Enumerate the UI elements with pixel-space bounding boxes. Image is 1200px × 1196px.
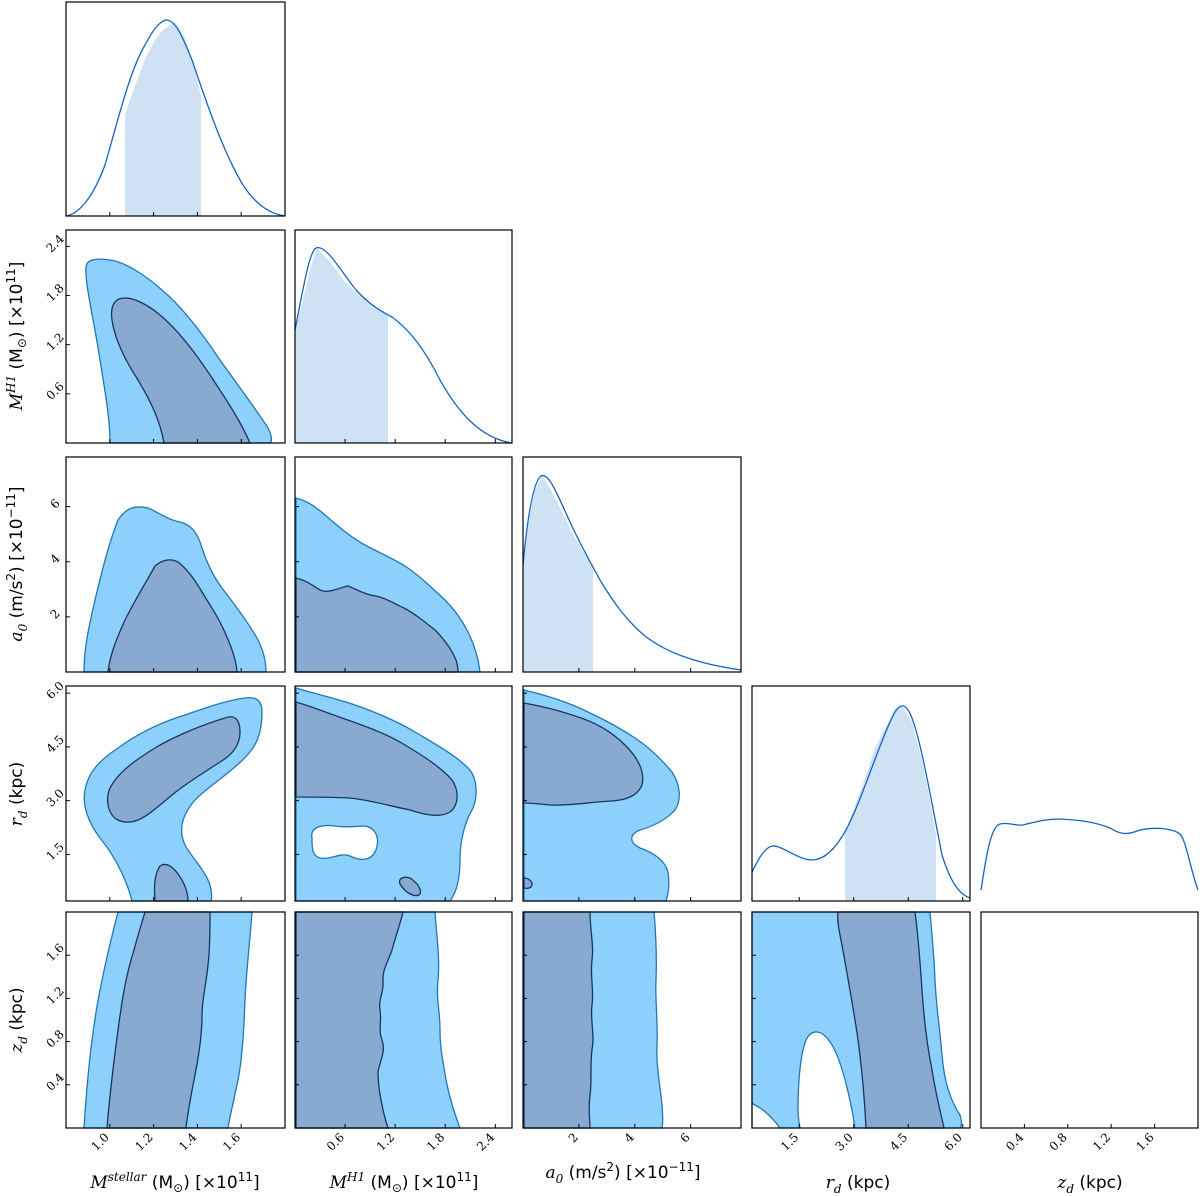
ytick-label-mh1: 1.8 <box>43 281 66 304</box>
contour-68b-rd-vs-a0 <box>523 877 533 890</box>
panel-frame-rd-rd <box>751 685 971 902</box>
panel-frame-a0-a0 <box>522 456 742 673</box>
panel-a0-vs-mh1 <box>295 497 481 673</box>
panel-zd-vs-mstellar <box>83 911 253 1129</box>
xlabel-a0: a0 (m/s2) [×10−11] <box>545 1160 700 1186</box>
contour-95-hole-rd-vs-mh1 <box>311 824 379 861</box>
contour-68b-rd-vs-mh1 <box>398 876 422 897</box>
marginal-mh1-interval <box>295 248 388 443</box>
ytick-label-rd: 6.0 <box>43 679 66 702</box>
ytick-label-rd: 4.5 <box>43 732 66 755</box>
marginal-mstellar <box>65 19 286 217</box>
xtick-label-mh1: 2.4 <box>474 1130 498 1154</box>
panel-frame-zd-mstellar <box>65 911 286 1129</box>
panel-zd-vs-mh1 <box>295 911 461 1129</box>
marginal-mstellar-curve <box>65 19 286 217</box>
ytick-label-mh1: 1.2 <box>43 330 66 353</box>
xtick-label-a0: 2 <box>566 1130 581 1145</box>
panel-frame-zd-a0 <box>522 911 742 1129</box>
contour-68-zd-vs-a0 <box>523 911 594 1129</box>
xtick-label-zd: 1.2 <box>1090 1130 1113 1153</box>
ytick-label-a0: 2 <box>48 606 63 621</box>
ytick-label-zd: 0.4 <box>43 1070 67 1094</box>
panel-frame-rd-a0 <box>522 685 742 902</box>
marginal-zd-curve <box>980 818 1199 891</box>
marginal-a0-interval <box>523 476 593 672</box>
panel-frame-zd-zd <box>980 911 1199 1129</box>
panel-frame-mh1-mstellar <box>65 229 286 444</box>
marginal-rd-curve <box>751 705 971 899</box>
ytick-label-a0: 4 <box>48 551 64 567</box>
panel-frame-zd-rd <box>751 911 971 1129</box>
panel-a0-vs-mstellar <box>83 506 267 673</box>
xlabel-zd: zd (kpc) <box>1056 1173 1122 1196</box>
xtick-label-rd: 3.0 <box>832 1130 855 1153</box>
xtick-label-mh1: 0.6 <box>324 1130 347 1153</box>
ylabel-zd: zd (kpc) <box>7 987 30 1053</box>
contour-68-a0-vs-mstellar <box>107 559 238 673</box>
xtick-label-a0: 4 <box>622 1130 638 1146</box>
xlabel-mh1: MH1 (M⊙) [×1011] <box>329 1170 479 1195</box>
xtick-label-mstellar: 1.2 <box>132 1130 155 1153</box>
ytick-label-zd: 1.6 <box>43 941 66 964</box>
marginal-mh1 <box>294 247 513 444</box>
axis-labels: Mstellar (M⊙) [×1011] MH1 (M⊙) [×1011] a… <box>4 262 1123 1196</box>
panel-zd-vs-rd <box>751 911 963 1129</box>
contour-68-rd-vs-a0 <box>523 702 644 806</box>
xtick-label-zd: 0.4 <box>1003 1130 1027 1154</box>
panel-frame-a0-mstellar <box>65 456 286 673</box>
ylabel-rd: rd (kpc) <box>7 762 30 826</box>
marginal-rd-interval <box>845 706 936 901</box>
xlabel-rd: rd (kpc) <box>826 1173 890 1196</box>
panel-mh1-vs-mstellar <box>85 258 272 444</box>
ylabel-mh1: MH1 (M⊙) [×1011] <box>4 262 29 412</box>
panel-frame-rd-mh1 <box>294 685 513 902</box>
panel-frame-mh1-mh1 <box>294 229 513 444</box>
xtick-label-rd: 6.0 <box>941 1130 964 1153</box>
contour-68b-rd-vs-mstellar <box>153 863 189 902</box>
xtick-label-zd: 1.6 <box>1133 1130 1156 1153</box>
panel-frame-a0-mh1 <box>294 456 513 673</box>
xlabel-mstellar: Mstellar (M⊙) [×1011] <box>89 1170 259 1195</box>
ytick-label-rd: 1.5 <box>43 840 66 863</box>
panel-zd-vs-a0 <box>523 911 664 1129</box>
panel-frame-zd-mh1 <box>294 911 513 1129</box>
ytick-label-rd: 3.0 <box>43 786 66 809</box>
ytick-label-a0: 6 <box>48 496 63 511</box>
panel-rd-vs-mh1 <box>295 687 477 902</box>
marginal-rd <box>751 705 971 901</box>
contour-68-rd-vs-mh1 <box>295 701 458 816</box>
marginal-mstellar-interval <box>125 22 201 216</box>
panel-frame-rd-mstellar <box>65 685 286 902</box>
xtick-label-rd: 1.5 <box>778 1130 801 1153</box>
ylabel-a0: a0 (m/s2) [×10−11] <box>4 486 30 641</box>
contour-68-a0-vs-mh1 <box>295 577 459 673</box>
xtick-label-mstellar: 1.0 <box>89 1130 112 1153</box>
panel-frame-mstellar-mstellar <box>65 1 286 217</box>
axes-frames <box>65 1 1199 1129</box>
ytick-label-mh1: 0.6 <box>43 379 66 402</box>
panel-rd-vs-mstellar <box>83 696 263 902</box>
xtick-label-mh1: 1.8 <box>424 1130 447 1153</box>
axes-ticks <box>66 212 1156 1128</box>
contour-68-zd-vs-mh1 <box>295 911 404 1129</box>
contour-68-mh1-vs-mstellar <box>110 297 251 444</box>
ytick-label-zd: 0.8 <box>43 1027 66 1050</box>
marginal-zd <box>980 818 1199 891</box>
xtick-label-rd: 4.5 <box>887 1130 910 1153</box>
contour-68-rd-vs-mstellar <box>107 716 241 823</box>
marginal-a0-curve <box>522 475 742 671</box>
panel-rd-vs-a0 <box>523 689 680 902</box>
ytick-label-zd: 1.2 <box>43 984 66 1007</box>
ytick-label-mh1: 2.4 <box>43 232 67 256</box>
xtick-label-a0: 6 <box>678 1130 693 1145</box>
xtick-label-zd: 0.8 <box>1047 1130 1070 1153</box>
marginal-a0 <box>522 475 742 672</box>
xtick-label-mh1: 1.2 <box>374 1130 397 1153</box>
xtick-label-mstellar: 1.4 <box>176 1130 200 1154</box>
marginal-mh1-curve <box>294 247 513 444</box>
contour-68-zd-vs-mstellar <box>106 911 211 1129</box>
xtick-label-mstellar: 1.6 <box>220 1130 243 1153</box>
